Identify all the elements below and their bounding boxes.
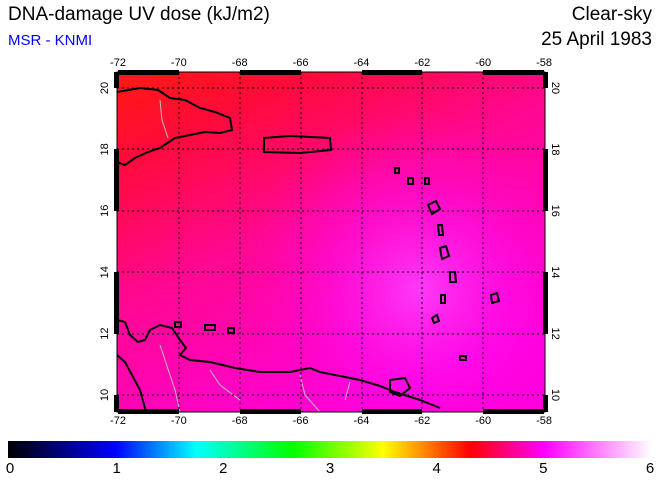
map-frame — [116, 71, 546, 413]
top-lon-tick-label: -60 — [475, 57, 491, 69]
bottom-lon-tick-label: -58 — [536, 415, 552, 427]
bottom-lon-tick-label: -70 — [171, 415, 187, 427]
right-lat-tick-label: 12 — [549, 327, 561, 339]
colorbar-tick-label: 2 — [219, 460, 228, 477]
colorbar-tick-label: 5 — [539, 460, 548, 477]
colorbar-tick-label: 4 — [432, 460, 441, 477]
bottom-lon-tick-label: -64 — [353, 415, 369, 427]
map-field — [117, 72, 545, 412]
top-lon-tick-label: -58 — [536, 57, 552, 69]
left-lat-tick-label: 12 — [99, 327, 111, 339]
left-lat-tick-label: 14 — [99, 266, 111, 278]
left-lat-tick-label: 10 — [99, 389, 111, 401]
colorbar-tick-label: 6 — [645, 460, 655, 477]
right-lat-tick-label: 16 — [549, 205, 561, 217]
date-label: 25 April 1983 — [541, 29, 652, 50]
right-lat-tick-label: 20 — [549, 82, 561, 94]
top-lon-tick-label: -68 — [232, 57, 248, 69]
colorbar-tick-label: 0 — [5, 460, 15, 477]
bottom-lon-tick-label: -60 — [475, 415, 491, 427]
left-lat-tick-label: 16 — [99, 205, 111, 217]
right-lat-tick-label: 14 — [549, 266, 561, 278]
sky-condition-label: Clear-sky — [571, 4, 652, 25]
top-lon-tick-label: -70 — [171, 57, 187, 69]
map-title: DNA-damage UV dose (kJ/m2) — [8, 4, 270, 25]
top-lon-tick-label: -66 — [293, 57, 309, 69]
top-lon-tick-label: -72 — [110, 57, 126, 69]
top-lon-tick-label: -62 — [414, 57, 430, 69]
colorbar-tick-label: 1 — [112, 460, 121, 477]
colorbar-tick-label: 3 — [325, 460, 335, 477]
left-lat-tick-label: 20 — [99, 82, 111, 94]
frame-ticks — [114, 70, 548, 414]
bottom-lon-tick-label: -72 — [110, 415, 126, 427]
uv-dose-map: -72 -72 -70 -70 -68 -68 -66 -66 -64 -64 -62 -62 -60 -… — [99, 57, 561, 427]
borders — [159, 99, 351, 412]
top-lon-tick-label: -64 — [353, 57, 369, 69]
bottom-lon-tick-label: -62 — [414, 415, 430, 427]
left-lat-tick-label: 18 — [99, 143, 111, 155]
graticule — [117, 72, 545, 412]
bottom-lon-tick-label: -66 — [293, 415, 309, 427]
coastlines — [117, 86, 501, 412]
right-lat-tick-label: 18 — [549, 143, 561, 155]
source-label: MSR - KNMI — [8, 32, 93, 49]
bottom-lon-tick-label: -68 — [232, 415, 248, 427]
colorbar — [8, 441, 652, 458]
right-lat-tick-label: 10 — [549, 389, 561, 401]
